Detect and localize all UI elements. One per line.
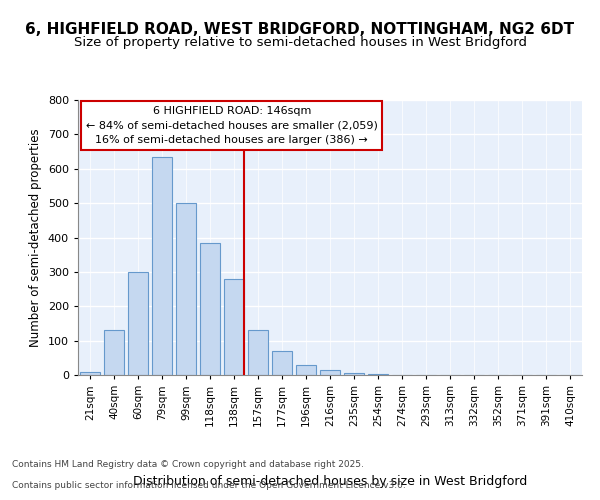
Bar	[104, 330, 124, 375]
Text: Contains public sector information licensed under the Open Government Licence v3: Contains public sector information licen…	[12, 481, 406, 490]
Y-axis label: Number of semi-detached properties: Number of semi-detached properties	[29, 128, 42, 347]
X-axis label: Distribution of semi-detached houses by size in West Bridgford: Distribution of semi-detached houses by …	[133, 475, 527, 488]
Text: Contains HM Land Registry data © Crown copyright and database right 2025.: Contains HM Land Registry data © Crown c…	[12, 460, 364, 469]
Bar	[320, 370, 340, 375]
Bar	[296, 364, 316, 375]
Bar	[248, 330, 268, 375]
Bar	[368, 374, 388, 375]
Bar	[152, 156, 172, 375]
Bar	[128, 272, 148, 375]
Bar	[200, 242, 220, 375]
Bar	[80, 372, 100, 375]
Text: 6 HIGHFIELD ROAD: 146sqm
← 84% of semi-detached houses are smaller (2,059)
16% o: 6 HIGHFIELD ROAD: 146sqm ← 84% of semi-d…	[86, 106, 377, 145]
Bar	[176, 203, 196, 375]
Bar	[344, 374, 364, 375]
Text: Size of property relative to semi-detached houses in West Bridgford: Size of property relative to semi-detach…	[74, 36, 527, 49]
Bar	[224, 279, 244, 375]
Text: 6, HIGHFIELD ROAD, WEST BRIDGFORD, NOTTINGHAM, NG2 6DT: 6, HIGHFIELD ROAD, WEST BRIDGFORD, NOTTI…	[25, 22, 575, 38]
Bar	[272, 351, 292, 375]
